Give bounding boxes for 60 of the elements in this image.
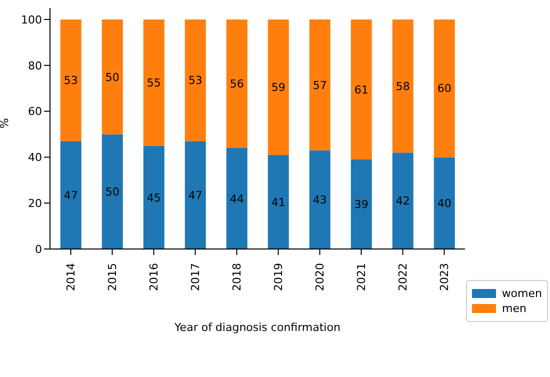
legend-label: women: [502, 287, 542, 300]
data-label: 42: [396, 194, 410, 208]
bar: [102, 19, 123, 134]
bar: [102, 134, 123, 249]
bar: [184, 19, 206, 142]
data-label: 58: [396, 80, 410, 93]
x-axis-title: Year of diagnosis confirmation: [174, 321, 340, 334]
data-label: 41: [271, 196, 286, 209]
data-label: 60: [437, 82, 452, 96]
data-label: 47: [188, 188, 202, 202]
data-label: 39: [354, 198, 368, 212]
y-tick-label: 0: [35, 242, 42, 256]
bar: [60, 141, 82, 249]
data-label: 55: [146, 76, 161, 90]
data-label: 44: [230, 192, 244, 206]
bar: [184, 141, 206, 249]
bar: [60, 19, 82, 142]
x-tick-label: 2021: [354, 263, 368, 291]
bar: [226, 148, 248, 249]
y-tick-label: 100: [21, 13, 42, 26]
bar: [309, 150, 330, 249]
x-tick-label: 2019: [272, 263, 285, 291]
x-tick-label: 2022: [396, 263, 410, 291]
bar: [268, 154, 289, 249]
x-tick-label: 2014: [64, 263, 78, 291]
data-label: 43: [312, 194, 327, 207]
bar: [143, 19, 164, 146]
data-label: 53: [64, 74, 78, 88]
bar: [392, 19, 414, 153]
bar: [434, 157, 455, 249]
y-tick-label: 20: [28, 197, 42, 210]
data-label: 56: [230, 78, 244, 91]
y-tick-label: 40: [28, 151, 42, 164]
bar: [309, 19, 330, 150]
data-label: 50: [105, 70, 120, 84]
bar: [392, 152, 414, 249]
bar: [350, 19, 372, 160]
data-label: 50: [105, 186, 120, 199]
x-tick-label: 2018: [230, 263, 244, 291]
bar: [434, 19, 455, 158]
y-tick-label: 80: [28, 59, 42, 72]
data-label: 45: [146, 191, 161, 204]
legend-label: men: [502, 302, 526, 315]
x-tick-label: 2023: [438, 263, 451, 291]
bar: [350, 159, 372, 249]
data-label: 53: [188, 74, 202, 88]
bar: [226, 19, 248, 148]
x-tick-label: 2016: [147, 263, 160, 291]
data-label: 47: [64, 188, 78, 202]
data-label: 57: [312, 78, 327, 92]
x-tick-label: 2015: [106, 263, 119, 291]
bar: [143, 146, 164, 249]
x-tick-label: 2020: [313, 263, 326, 291]
bar: [268, 19, 289, 155]
x-tick-label: 2017: [188, 263, 202, 291]
data-label: 59: [271, 81, 286, 94]
y-tick-label: 60: [28, 105, 42, 118]
data-label: 61: [354, 83, 368, 96]
y-axis-title: %: [0, 118, 11, 128]
data-label: 40: [437, 197, 452, 210]
